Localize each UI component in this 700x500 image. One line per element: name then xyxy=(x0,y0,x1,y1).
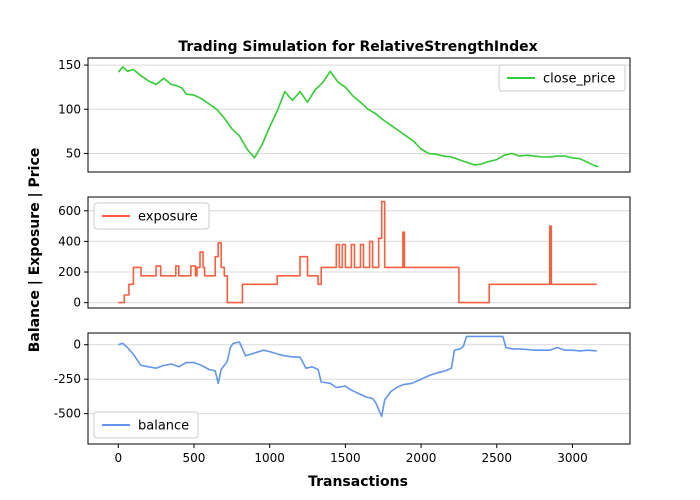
series-line-close_price xyxy=(117,66,599,168)
axes-frame xyxy=(87,57,631,173)
y-tick-label: 50 xyxy=(66,146,81,160)
panel-balance: 0 -250 -500 balance xyxy=(54,332,631,445)
legend-box xyxy=(498,64,626,92)
series-line-exposure xyxy=(118,200,597,304)
x-tick-label: 2500 xyxy=(481,451,512,465)
legend-label: close_price xyxy=(543,72,615,87)
y-tick-label: -500 xyxy=(54,407,81,421)
x-tick-label: 1500 xyxy=(330,451,361,465)
y-tick-label: 200 xyxy=(58,265,81,279)
x-tick-label: 2000 xyxy=(406,451,437,465)
y-tick-label: 400 xyxy=(58,234,81,248)
legend-label: exposure xyxy=(138,210,198,225)
panel-exposure: 0 200 400 600 exposure xyxy=(58,196,631,310)
panels: 50 100 150 close_price 0 200 400 600 exposure 0 -2… xyxy=(54,57,631,465)
axes-frame xyxy=(87,196,631,309)
series-line-balance xyxy=(118,335,597,418)
axes-frame xyxy=(87,332,631,445)
legend: close_price xyxy=(498,64,626,92)
legend-box xyxy=(93,202,210,230)
x-tick-label: 1000 xyxy=(254,451,285,465)
chart-title: Trading Simulation for RelativeStrengthI… xyxy=(178,39,537,55)
y-tick-label: -250 xyxy=(54,372,81,386)
x-tick-label: 0 xyxy=(114,451,122,465)
legend-label: balance xyxy=(138,419,189,434)
legend: exposure xyxy=(93,202,210,230)
x-tick-label: 500 xyxy=(183,451,206,465)
y-tick-label: 0 xyxy=(73,338,81,352)
y-tick-label: 0 xyxy=(73,296,81,310)
y-axis-label: Balance | Exposure | Price xyxy=(27,148,43,353)
y-tick-label: 150 xyxy=(58,58,81,72)
y-tick-label: 600 xyxy=(58,204,81,218)
panel-close_price: 50 100 150 close_price xyxy=(58,57,631,173)
x-tick-label: 3000 xyxy=(557,451,588,465)
legend: balance xyxy=(93,411,199,439)
legend-box xyxy=(93,411,199,439)
y-tick-label: 100 xyxy=(58,102,81,116)
x-axis-label: Transactions xyxy=(308,474,408,490)
